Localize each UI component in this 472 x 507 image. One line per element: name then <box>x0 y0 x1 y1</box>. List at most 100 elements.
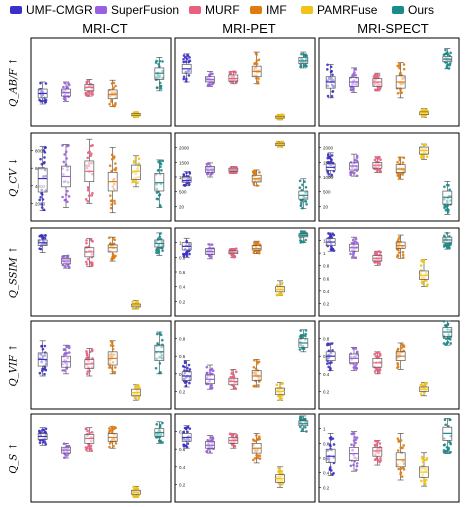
data-point <box>132 307 135 310</box>
data-point <box>402 67 406 71</box>
data-point <box>397 467 401 471</box>
data-point <box>304 334 307 338</box>
legend-label: UMF-CMGR <box>26 3 93 17</box>
data-point <box>402 256 405 259</box>
data-point <box>44 234 47 237</box>
data-point <box>156 86 159 89</box>
data-point <box>183 369 186 372</box>
data-point <box>110 82 114 85</box>
data-point <box>355 468 358 472</box>
data-point <box>447 184 450 187</box>
data-point <box>304 332 308 336</box>
data-point <box>449 450 452 454</box>
data-point <box>302 64 306 67</box>
data-point <box>378 442 382 445</box>
data-point <box>302 240 305 244</box>
data-point <box>88 431 91 435</box>
data-point <box>133 396 137 400</box>
data-point <box>230 254 234 257</box>
data-point <box>426 283 429 286</box>
data-point <box>38 98 41 102</box>
data-point <box>400 475 404 478</box>
panel-frame <box>30 37 172 127</box>
y-tick-label: 2000 <box>35 201 46 206</box>
data-point <box>161 338 164 342</box>
data-point <box>183 361 187 365</box>
data-point <box>62 442 66 445</box>
legend: UMF-CMGR SuperFusion MURF IMF PAMRFuse O… <box>4 2 468 18</box>
data-point <box>87 245 91 248</box>
data-point <box>303 199 307 203</box>
data-point <box>356 160 359 163</box>
data-point <box>419 393 423 396</box>
data-point <box>352 439 356 442</box>
data-point <box>396 161 399 164</box>
data-point <box>255 76 258 80</box>
box <box>131 164 141 180</box>
data-point <box>233 70 237 74</box>
data-point <box>159 162 163 166</box>
data-point <box>154 366 158 370</box>
data-point <box>86 257 90 261</box>
data-point <box>326 362 329 365</box>
data-point <box>85 351 89 355</box>
data-point <box>64 150 68 154</box>
data-point <box>373 352 376 356</box>
data-point <box>233 444 236 448</box>
data-point <box>43 366 47 370</box>
data-point <box>397 238 400 241</box>
data-point <box>251 438 255 441</box>
data-point <box>62 348 66 351</box>
data-point <box>304 329 308 332</box>
data-point <box>85 372 89 376</box>
data-point <box>425 155 429 158</box>
data-point <box>373 370 377 373</box>
data-point <box>378 168 382 171</box>
data-point <box>375 250 378 254</box>
data-point <box>88 350 92 354</box>
legend-item-superfusion: SuperFusion <box>95 2 179 18</box>
data-point <box>61 369 64 372</box>
data-point <box>349 173 352 177</box>
data-point <box>43 146 47 149</box>
data-point <box>328 436 332 440</box>
data-point <box>299 204 303 207</box>
data-point <box>205 162 209 166</box>
data-point <box>88 150 91 154</box>
y-tick-label: 2000 <box>179 146 190 151</box>
data-point <box>375 351 378 355</box>
panel-frame <box>318 227 460 317</box>
data-point <box>376 88 380 92</box>
data-point <box>352 432 356 435</box>
y-tick-label: 0.2 <box>179 299 186 304</box>
data-point <box>41 198 45 201</box>
y-tick-label: 0.2 <box>323 301 330 306</box>
data-point <box>379 456 382 460</box>
data-point <box>329 158 333 161</box>
data-point <box>257 383 260 387</box>
data-point <box>443 449 447 453</box>
data-point <box>447 336 450 340</box>
data-point <box>157 168 160 172</box>
data-point <box>136 299 140 303</box>
data-point <box>373 261 377 264</box>
data-point <box>206 371 209 375</box>
data-point <box>184 384 188 388</box>
data-point <box>402 444 406 447</box>
data-point <box>111 425 114 429</box>
data-point <box>255 454 258 457</box>
data-point <box>43 156 46 159</box>
data-point <box>64 98 67 102</box>
data-point <box>210 255 213 258</box>
data-point <box>399 467 403 470</box>
data-point <box>355 436 359 439</box>
data-point <box>421 460 425 464</box>
data-point <box>109 206 113 210</box>
data-point <box>65 157 68 160</box>
data-point <box>157 65 161 68</box>
data-point <box>304 185 308 189</box>
y-tick-label: 500 <box>323 190 331 195</box>
data-point <box>186 442 190 445</box>
y-tick-label: 0.8 <box>323 441 330 446</box>
data-point <box>182 75 186 79</box>
